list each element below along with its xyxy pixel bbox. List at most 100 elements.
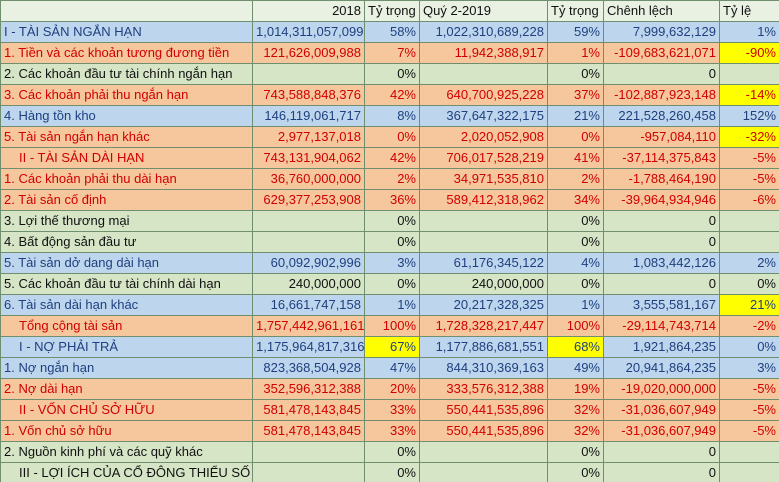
share-q2-2019-cell[interactable]: 49% [547, 357, 604, 379]
value-q2-2019-cell[interactable]: 1,728,328,217,447 [419, 315, 548, 337]
rate-cell[interactable]: -5% [719, 420, 779, 442]
rate-cell[interactable]: -2% [719, 315, 779, 337]
difference-cell[interactable]: -102,887,923,148 [603, 84, 720, 106]
share-q2-2019-cell[interactable]: 2% [547, 168, 604, 190]
row-label-cell[interactable]: 5. Các khoản đầu tư tài chính dài hạn [0, 273, 253, 295]
row-label-cell[interactable]: 1. Các khoản phải thu dài hạn [0, 168, 253, 190]
rate-cell[interactable]: -5% [719, 378, 779, 400]
share-2018-cell[interactable]: 67% [364, 336, 420, 358]
difference-cell[interactable]: 0 [603, 462, 720, 482]
share-2018-cell[interactable]: 0% [364, 63, 420, 85]
share-q2-2019-cell[interactable]: 21% [547, 105, 604, 127]
difference-cell[interactable]: 1,921,864,235 [603, 336, 720, 358]
difference-cell[interactable]: 7,999,632,129 [603, 21, 720, 43]
rate-cell[interactable]: 21% [719, 294, 779, 316]
value-q2-2019-cell[interactable] [419, 63, 548, 85]
share-q2-2019-cell[interactable]: 32% [547, 420, 604, 442]
header-2018[interactable]: 2018 [252, 0, 365, 22]
row-label-cell[interactable]: 1. Nợ ngắn hạn [0, 357, 253, 379]
value-q2-2019-cell[interactable]: 1,177,886,681,551 [419, 336, 548, 358]
value-q2-2019-cell[interactable]: 550,441,535,896 [419, 399, 548, 421]
rate-cell[interactable]: -32% [719, 126, 779, 148]
share-q2-2019-cell[interactable]: 0% [547, 210, 604, 232]
value-2018-cell[interactable]: 352,596,312,388 [252, 378, 365, 400]
value-q2-2019-cell[interactable]: 34,971,535,810 [419, 168, 548, 190]
share-q2-2019-cell[interactable]: 4% [547, 252, 604, 274]
value-2018-cell[interactable]: 60,092,902,996 [252, 252, 365, 274]
share-2018-cell[interactable]: 33% [364, 420, 420, 442]
row-label-cell[interactable]: Tổng cộng tài sản [0, 315, 253, 337]
difference-cell[interactable]: 0 [603, 273, 720, 295]
row-label-cell[interactable]: 1. Tiền và các khoản tương đương tiền [0, 42, 253, 64]
difference-cell[interactable]: -1,788,464,190 [603, 168, 720, 190]
value-q2-2019-cell[interactable]: 2,020,052,908 [419, 126, 548, 148]
difference-cell[interactable]: 0 [603, 210, 720, 232]
difference-cell[interactable]: 0 [603, 63, 720, 85]
share-q2-2019-cell[interactable]: 0% [547, 462, 604, 482]
row-label-cell[interactable]: 2. Các khoản đầu tư tài chính ngắn hạn [0, 63, 253, 85]
row-label-cell[interactable]: 2. Nguồn kinh phí và các quỹ khác [0, 441, 253, 463]
difference-cell[interactable]: -29,114,743,714 [603, 315, 720, 337]
value-2018-cell[interactable] [252, 63, 365, 85]
rate-cell[interactable]: -5% [719, 168, 779, 190]
share-2018-cell[interactable]: 0% [364, 441, 420, 463]
share-q2-2019-cell[interactable]: 19% [547, 378, 604, 400]
value-2018-cell[interactable]: 581,478,143,845 [252, 399, 365, 421]
value-q2-2019-cell[interactable]: 20,217,328,325 [419, 294, 548, 316]
row-label-cell[interactable]: III - LỢI ÍCH CỦA CỔ ĐÔNG THIỂU SỐ [0, 462, 253, 482]
share-2018-cell[interactable]: 8% [364, 105, 420, 127]
share-2018-cell[interactable]: 0% [364, 210, 420, 232]
share-2018-cell[interactable]: 2% [364, 168, 420, 190]
header-difference[interactable]: Chênh lệch [603, 0, 720, 22]
rate-cell[interactable]: -90% [719, 42, 779, 64]
row-label-cell[interactable]: 3. Lợi thế thương mại [0, 210, 253, 232]
header-label[interactable] [0, 0, 253, 22]
share-q2-2019-cell[interactable]: 59% [547, 21, 604, 43]
difference-cell[interactable]: -31,036,607,949 [603, 420, 720, 442]
row-label-cell[interactable]: 5. Tài sản ngắn hạn khác [0, 126, 253, 148]
row-label-cell[interactable]: II - VỐN CHỦ SỞ HỮU [0, 399, 253, 421]
value-2018-cell[interactable] [252, 462, 365, 482]
value-2018-cell[interactable] [252, 231, 365, 253]
difference-cell[interactable]: 0 [603, 231, 720, 253]
row-label-cell[interactable]: 2. Nợ dài hạn [0, 378, 253, 400]
value-2018-cell[interactable] [252, 210, 365, 232]
difference-cell[interactable]: 1,083,442,126 [603, 252, 720, 274]
rate-cell[interactable] [719, 63, 779, 85]
share-2018-cell[interactable]: 42% [364, 147, 420, 169]
rate-cell[interactable]: 0% [719, 336, 779, 358]
header-share-q2[interactable]: Tỷ trọng [547, 0, 604, 22]
value-q2-2019-cell[interactable]: 640,700,925,228 [419, 84, 548, 106]
value-q2-2019-cell[interactable]: 550,441,535,896 [419, 420, 548, 442]
row-label-cell[interactable]: 4. Hàng tồn kho [0, 105, 253, 127]
share-2018-cell[interactable]: 100% [364, 315, 420, 337]
share-2018-cell[interactable]: 0% [364, 231, 420, 253]
value-q2-2019-cell[interactable]: 61,176,345,122 [419, 252, 548, 274]
value-2018-cell[interactable]: 823,368,504,928 [252, 357, 365, 379]
header-q2-2019[interactable]: Quý 2-2019 [419, 0, 548, 22]
row-label-cell[interactable]: 6. Tài sản dài hạn khác [0, 294, 253, 316]
rate-cell[interactable]: 0% [719, 273, 779, 295]
share-q2-2019-cell[interactable]: 0% [547, 126, 604, 148]
value-2018-cell[interactable]: 36,760,000,000 [252, 168, 365, 190]
row-label-cell[interactable]: 2. Tài sản cố định [0, 189, 253, 211]
share-q2-2019-cell[interactable]: 0% [547, 441, 604, 463]
rate-cell[interactable]: 152% [719, 105, 779, 127]
rate-cell[interactable]: -6% [719, 189, 779, 211]
share-2018-cell[interactable]: 20% [364, 378, 420, 400]
value-2018-cell[interactable]: 743,588,848,376 [252, 84, 365, 106]
value-2018-cell[interactable]: 16,661,747,158 [252, 294, 365, 316]
share-q2-2019-cell[interactable]: 32% [547, 399, 604, 421]
difference-cell[interactable]: 0 [603, 441, 720, 463]
value-2018-cell[interactable]: 240,000,000 [252, 273, 365, 295]
header-rate[interactable]: Tỷ lệ [719, 0, 779, 22]
share-2018-cell[interactable]: 42% [364, 84, 420, 106]
value-2018-cell[interactable]: 146,119,061,717 [252, 105, 365, 127]
row-label-cell[interactable]: 3. Các khoản phải thu ngắn hạn [0, 84, 253, 106]
share-2018-cell[interactable]: 58% [364, 21, 420, 43]
rate-cell[interactable]: 1% [719, 21, 779, 43]
rate-cell[interactable]: -14% [719, 84, 779, 106]
share-2018-cell[interactable]: 36% [364, 189, 420, 211]
rate-cell[interactable]: -5% [719, 399, 779, 421]
value-q2-2019-cell[interactable]: 844,310,369,163 [419, 357, 548, 379]
